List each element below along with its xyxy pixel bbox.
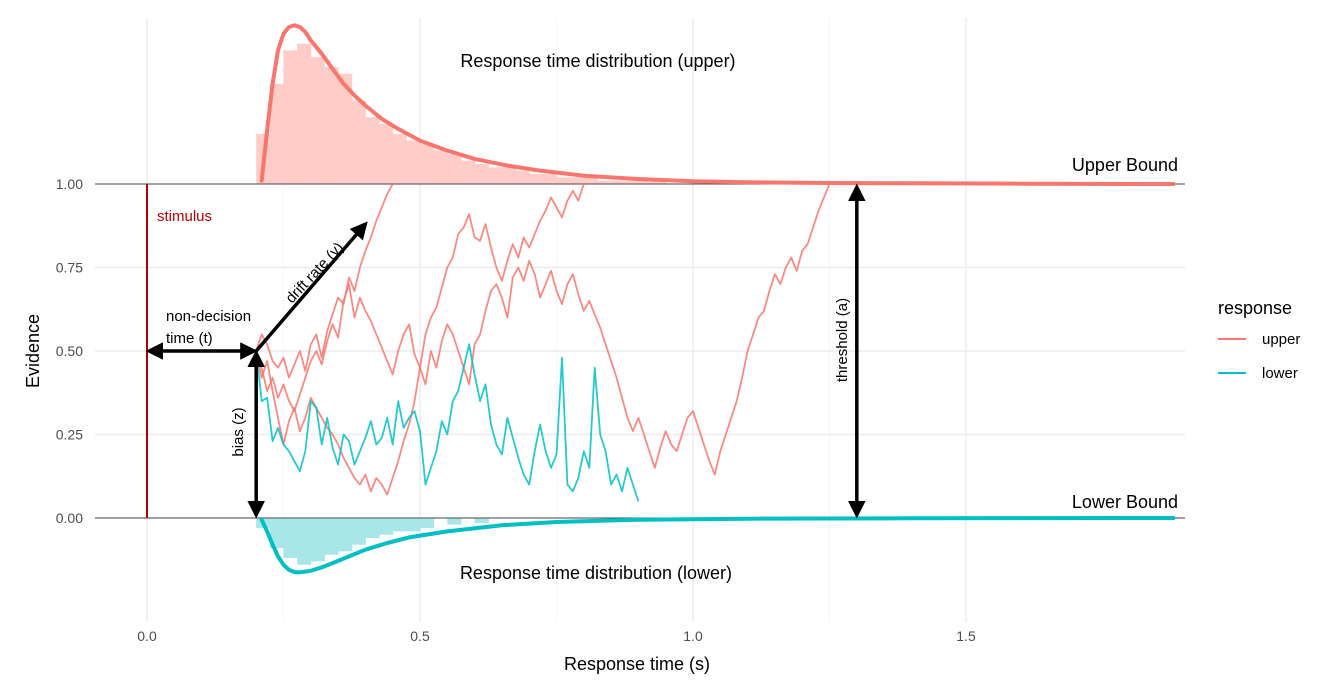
evidence-path-lower [255,343,640,502]
y-tick-label: 0.25 [56,427,83,443]
evidence-paths [255,183,831,502]
hist-bar-lower [351,518,366,545]
y-tick-label: 1.00 [56,176,83,192]
x-axis-title: Response time (s) [564,654,710,674]
hist-bar-lower [283,518,298,559]
histogram-bars [256,43,1035,565]
evidence-path-upper [255,183,831,476]
hist-bar-lower [379,518,394,535]
hist-bar-lower [420,518,435,529]
hist-bar-lower [365,518,380,539]
legend-label-lower: lower [1262,365,1298,382]
rt-lower-label: Response time distribution (lower) [460,563,732,583]
x-tick-label: 1.5 [956,628,976,644]
threshold-label: threshold (a) [834,298,851,382]
hist-bar-lower [310,518,325,562]
density-curve-lower [259,516,1176,575]
hist-bar-lower [269,518,284,549]
hist-bar-upper [365,117,380,184]
hist-bar-upper [392,133,407,184]
hist-bar-upper [351,100,366,184]
hist-bar-upper [570,177,585,184]
hist-bar-upper [638,180,653,184]
hist-bar-lower [297,518,312,565]
hist-bar-upper [269,83,284,184]
hist-bar-upper [597,180,612,184]
x-tick-label: 0.5 [410,628,430,644]
hist-bar-upper [297,43,312,184]
hist-bar-upper [338,73,353,184]
non-decision-time-label: time (t) [166,330,213,347]
hist-bar-upper [624,180,639,184]
hist-bar-lower [324,518,339,555]
density-curve-upper [259,23,1176,186]
hist-bar-lower [474,518,489,524]
axis-ticks: 0.0 0.5 1.0 1.5 0.00 0.25 0.50 0.75 1.00 [56,176,976,644]
parameter-arrows [145,183,866,519]
hist-bar-upper [556,177,571,184]
grid-lines [95,18,1185,622]
y-tick-label: 0.00 [56,510,83,526]
hist-bar-upper [652,180,667,184]
density-curves [259,23,1176,575]
rt-upper-label: Response time distribution (upper) [460,51,735,71]
hist-bar-upper [406,140,421,184]
hist-bar-upper [515,170,530,184]
hist-bar-upper [433,150,448,184]
hist-bar-lower [447,518,462,525]
hist-bar-upper [460,160,476,184]
legend: response upper lower [1218,298,1300,382]
hist-bar-upper [474,163,489,184]
hist-bar-lower [406,518,421,532]
hist-bar-upper [379,123,394,184]
y-axis-title: Evidence [23,314,43,388]
y-tick-label: 0.75 [56,260,83,276]
hist-bar-upper [420,143,435,184]
bias-label: bias (z) [230,407,247,456]
lower-bound-label: Lower Bound [1072,492,1178,512]
upper-bound-label: Upper Bound [1072,155,1178,175]
legend-label-upper: upper [1262,331,1300,348]
hist-bar-upper [542,173,557,184]
hist-bar-upper [310,57,325,184]
x-tick-label: 0.0 [137,628,157,644]
drift-rate-arrow [254,221,368,353]
hist-bar-upper [583,177,598,184]
legend-title: response [1218,298,1292,318]
hist-bar-upper [611,180,626,184]
hist-bar-upper [283,50,298,185]
hist-bar-lower [338,518,353,552]
x-tick-label: 1.0 [683,628,703,644]
non-decision-label: non-decision [166,308,251,325]
drift-rate-label: drift rate (v) [282,239,347,307]
hist-bar-lower [392,518,407,532]
hist-bar-upper [488,167,503,184]
evidence-path-upper [255,183,394,379]
hist-bar-upper [529,173,544,184]
hist-bar-upper [447,153,462,184]
hist-bar-upper [324,67,339,184]
y-tick-label: 0.50 [56,343,83,359]
stimulus-label: stimulus [157,208,212,225]
hist-bar-upper [501,167,517,184]
